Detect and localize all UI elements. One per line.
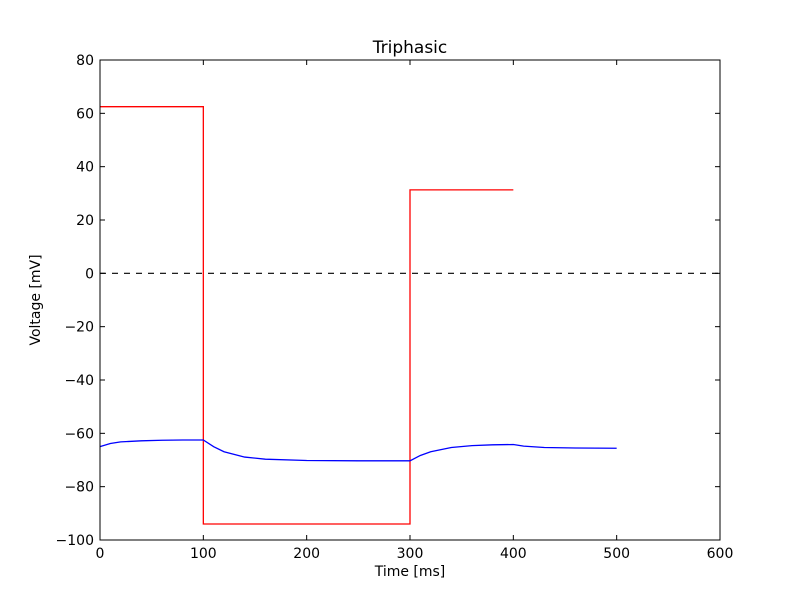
series-line-1 [100,106,514,525]
x-tick-label: 500 [603,546,630,562]
series-line-2 [99,439,617,462]
y-tick-label: −60 [64,426,94,442]
y-tick-label: 40 [76,160,94,176]
x-tick-label: 300 [397,546,424,562]
y-tick-label: 60 [76,106,94,122]
y-tick-label: −80 [64,480,94,496]
chart-title: Triphasic [372,38,448,58]
y-tick-label: 80 [76,53,94,69]
x-tick-label: 200 [293,546,320,562]
y-tick-label: −20 [64,320,94,336]
x-axis-label: Time [ms] [374,564,446,580]
y-axis-label: Voltage [mV] [28,254,44,345]
y-tick-label: 20 [76,213,94,229]
x-tick-label: 600 [707,546,734,562]
y-tick-label: 0 [85,266,94,282]
x-tick-label: 400 [500,546,527,562]
plot-area: 0 100 200 300 400 500 600 −100 −80 −60 −40 −20 0 20 40… [56,53,734,562]
x-tick-label: 100 [190,546,217,562]
y-tick-label: −100 [56,533,94,549]
x-tick-label: 0 [96,546,105,562]
y-tick-label: −40 [64,373,94,389]
